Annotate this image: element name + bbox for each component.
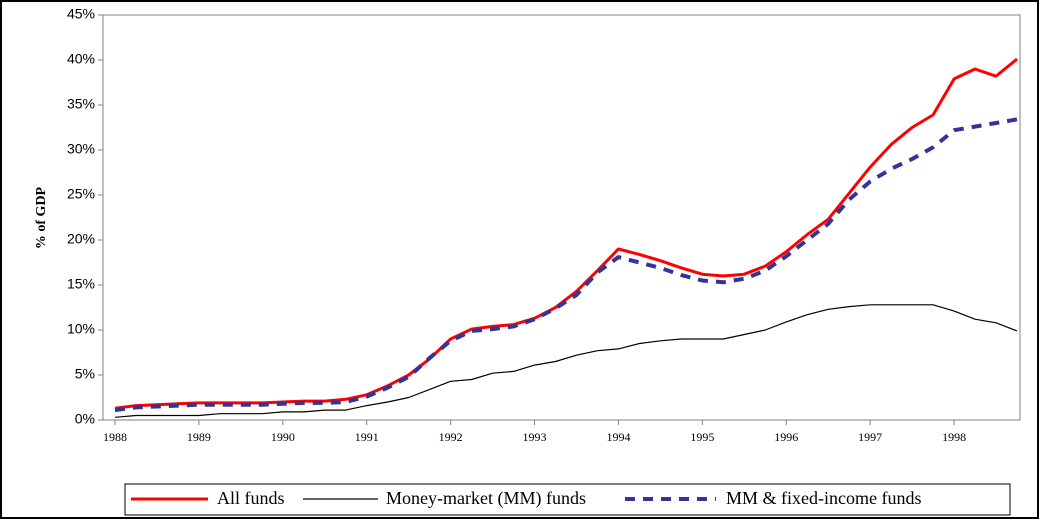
x-tick-label: 1993	[523, 430, 547, 444]
x-tick-label: 1988	[103, 430, 127, 444]
legend	[124, 483, 1011, 516]
legend-label: MM & fixed-income funds	[726, 488, 921, 508]
y-tick-label: 30%	[67, 141, 95, 157]
x-tick-label: 1995	[690, 430, 714, 444]
x-tick-label: 1989	[187, 430, 211, 444]
series-line	[114, 304, 1018, 418]
y-tick-label: 5%	[75, 366, 95, 382]
x-tick-label: 1997	[858, 430, 882, 444]
legend-label: All funds	[217, 488, 285, 508]
y-tick-label: 10%	[67, 321, 95, 337]
x-tick-label: 1991	[355, 430, 379, 444]
y-tick-label: 40%	[67, 51, 95, 67]
x-tick-label: 1998	[942, 430, 966, 444]
y-tick-label: 20%	[67, 231, 95, 247]
x-tick-label: 1992	[439, 430, 463, 444]
y-axis-label: % of GDP	[34, 186, 49, 249]
plot-area	[102, 14, 1021, 421]
series-line	[114, 117, 1018, 413]
legend-label: Money-market (MM) funds	[386, 488, 586, 509]
y-tick-label: 0%	[75, 411, 95, 427]
y-tick-label: 45%	[67, 6, 95, 22]
y-tick-label: 25%	[67, 186, 95, 202]
x-tick-label: 1996	[774, 430, 798, 444]
x-tick-label: 1994	[606, 430, 630, 444]
y-tick-label: 15%	[67, 276, 95, 292]
x-tick-label: 1990	[271, 430, 295, 444]
y-tick-label: 35%	[67, 96, 95, 112]
